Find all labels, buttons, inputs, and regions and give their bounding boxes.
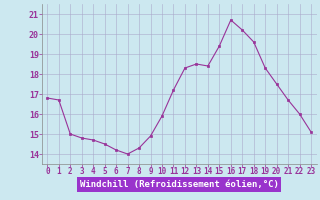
X-axis label: Windchill (Refroidissement éolien,°C): Windchill (Refroidissement éolien,°C): [80, 180, 279, 189]
